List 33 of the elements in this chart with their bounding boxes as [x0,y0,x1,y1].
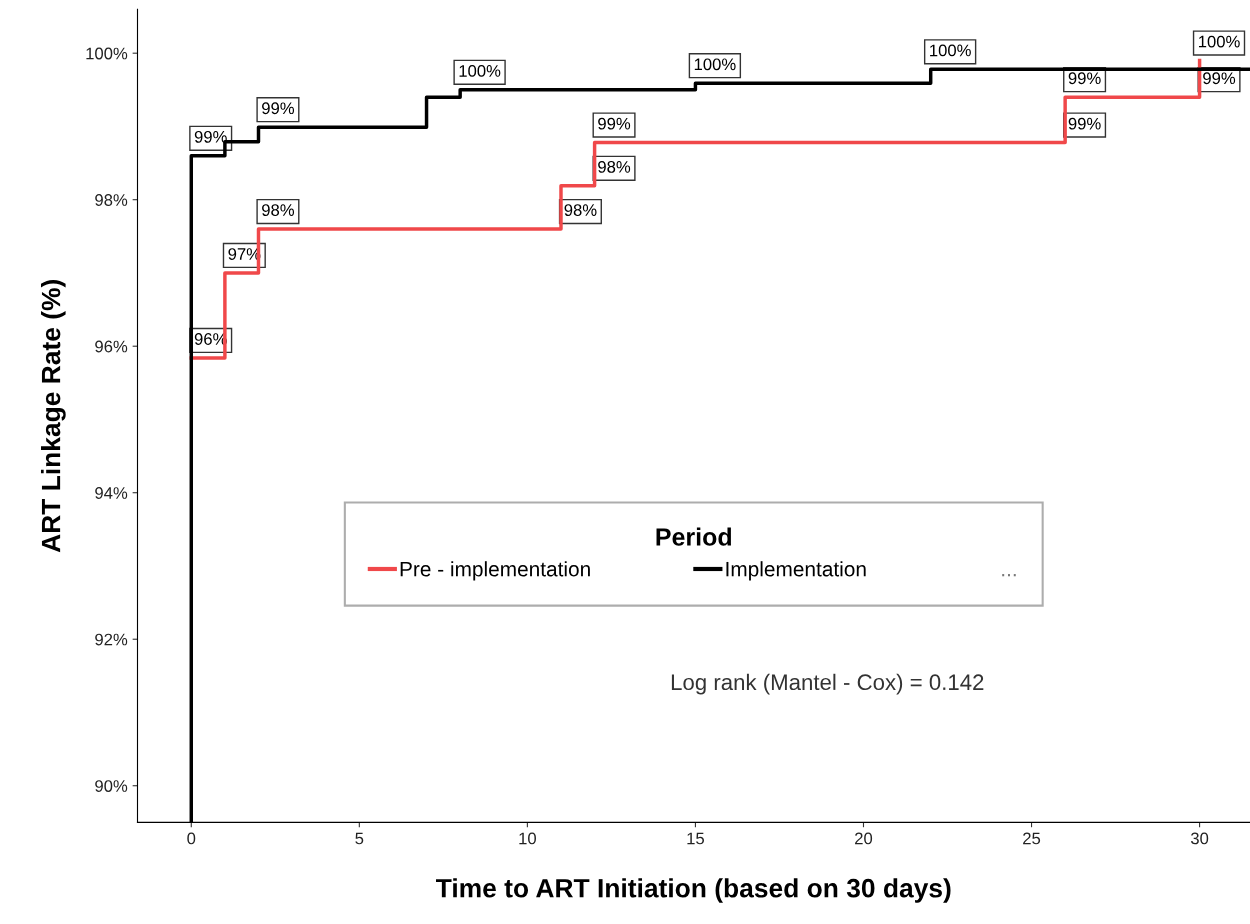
annotation: 98% [262,204,295,216]
legend-title: Period [656,527,731,546]
annotation: 98% [598,160,631,173]
y-tick-label: 98% [95,194,128,206]
annotation: Log rank (Mantel - Cox) = 0.142 [671,673,984,695]
y-tick-label: 92% [95,633,128,646]
y-tick-label: 96% [95,340,128,353]
x-tick-label: 20 [855,832,873,845]
x-tick-label: 15 [687,832,704,845]
annotation: ... [1002,574,1016,577]
annotation: 99% [262,102,295,115]
annotation: 98% [564,204,597,216]
x-tick-label: 0 [187,832,196,845]
x-tick-label: 5 [355,832,364,845]
annotation: 100% [1198,35,1240,48]
x-tick-label: 25 [1023,832,1041,845]
x-tick-label: 10 [519,832,536,845]
annotation: 100% [930,44,971,57]
x-axis-title: Time to ART Initiation (based on 30 days) [436,878,951,903]
annotation: 99% [194,130,227,143]
annotation: 99% [1068,117,1101,130]
annotation: 100% [694,58,736,71]
annotation: 99% [598,117,631,130]
y-tick-label: 100% [86,47,128,60]
annotation: 99% [1203,72,1236,85]
legend-label: Implementation [726,561,866,581]
legend-label: Pre - implementation [400,561,590,581]
y-tick-label: 94% [95,487,128,499]
annotation: 100% [459,65,501,77]
x-tick-label: 30 [1190,832,1209,845]
annotation: 99% [1068,72,1101,85]
y-tick-label: 90% [95,780,128,792]
y-axis-title: ART Linkage Rate (%) [40,280,66,553]
